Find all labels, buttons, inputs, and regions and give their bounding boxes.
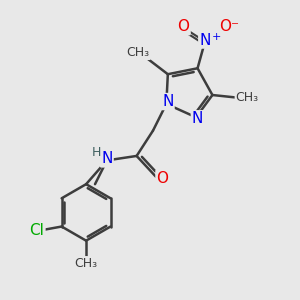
Text: +: + xyxy=(212,32,221,42)
Text: N: N xyxy=(192,111,203,126)
Text: H: H xyxy=(92,146,101,159)
Text: O: O xyxy=(178,19,190,34)
Text: O: O xyxy=(157,171,169,186)
Text: O⁻: O⁻ xyxy=(219,19,239,34)
Text: CH₃: CH₃ xyxy=(236,92,259,104)
Text: N: N xyxy=(162,94,173,109)
Text: N: N xyxy=(199,32,211,47)
Text: N: N xyxy=(101,152,112,166)
Text: Cl: Cl xyxy=(29,224,44,238)
Text: CH₃: CH₃ xyxy=(127,46,150,59)
Text: CH₃: CH₃ xyxy=(74,257,98,270)
